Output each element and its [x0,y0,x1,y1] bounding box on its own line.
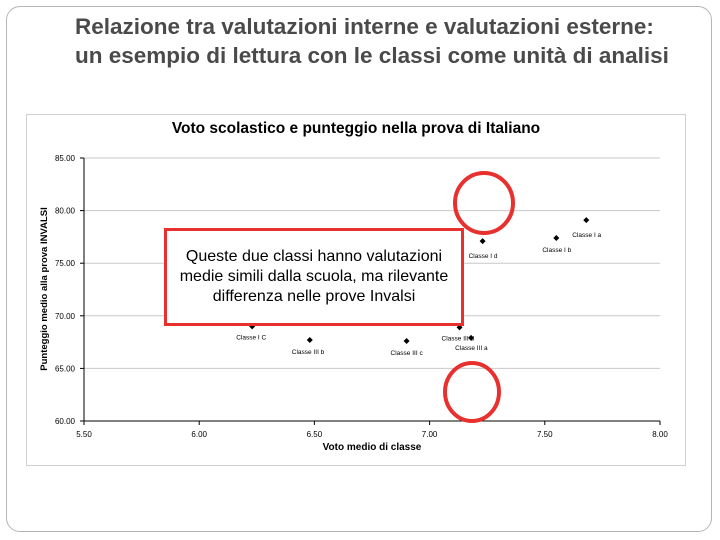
y-tick-label: 80.00 [55,207,76,216]
x-tick-label: 7.00 [422,430,438,439]
point-label: Classe III c [391,350,424,357]
callout-note: Queste due classi hanno valutazioni medi… [164,228,464,326]
x-tick-label: 6.00 [191,430,207,439]
chart-title: Voto scolastico e punteggio nella prova … [171,120,541,137]
y-tick-label: 60.00 [55,417,76,426]
data-point [583,217,590,224]
y-tick-label: 75.00 [55,259,76,268]
slide-title: Relazione tra valutazioni interne e valu… [75,14,669,68]
x-axis-label: Voto medio di classe [323,442,422,453]
point-label: Classe III d [442,335,475,342]
data-point [403,338,410,345]
point-labels: Classe I a Classe I b Classe I d Classe I C… [236,232,601,357]
highlight-circle-bottom [443,361,501,423]
point-label: Classe I b [542,247,571,254]
y-tick-label: 65.00 [55,364,76,373]
x-tick-label: 5.50 [76,430,92,439]
axes [80,157,661,425]
tick-labels: 60.00 65.00 70.00 75.00 80.00 85.00 5.50 6.00 6.… [55,154,668,439]
slide-frame [6,6,712,532]
point-label: Classe I d [469,253,498,260]
x-tick-label: 8.00 [652,430,668,439]
data-point [479,238,486,245]
y-tick-label: 85.00 [55,154,76,163]
point-label: Classe I C [236,334,266,341]
point-label: Classe III b [292,349,325,356]
highlight-circles [443,171,515,423]
highlight-circle-top [453,171,515,235]
point-label: Classe III a [455,345,488,352]
x-tick-label: 7.50 [537,430,553,439]
y-tick-label: 70.00 [55,312,76,321]
x-tick-label: 6.50 [307,430,323,439]
data-point [306,336,313,343]
data-point [553,234,560,241]
data-point [468,334,475,341]
point-label: Classe I a [572,232,601,239]
y-axis-label: Punteggio medio alla prova INVALSI [39,207,50,370]
